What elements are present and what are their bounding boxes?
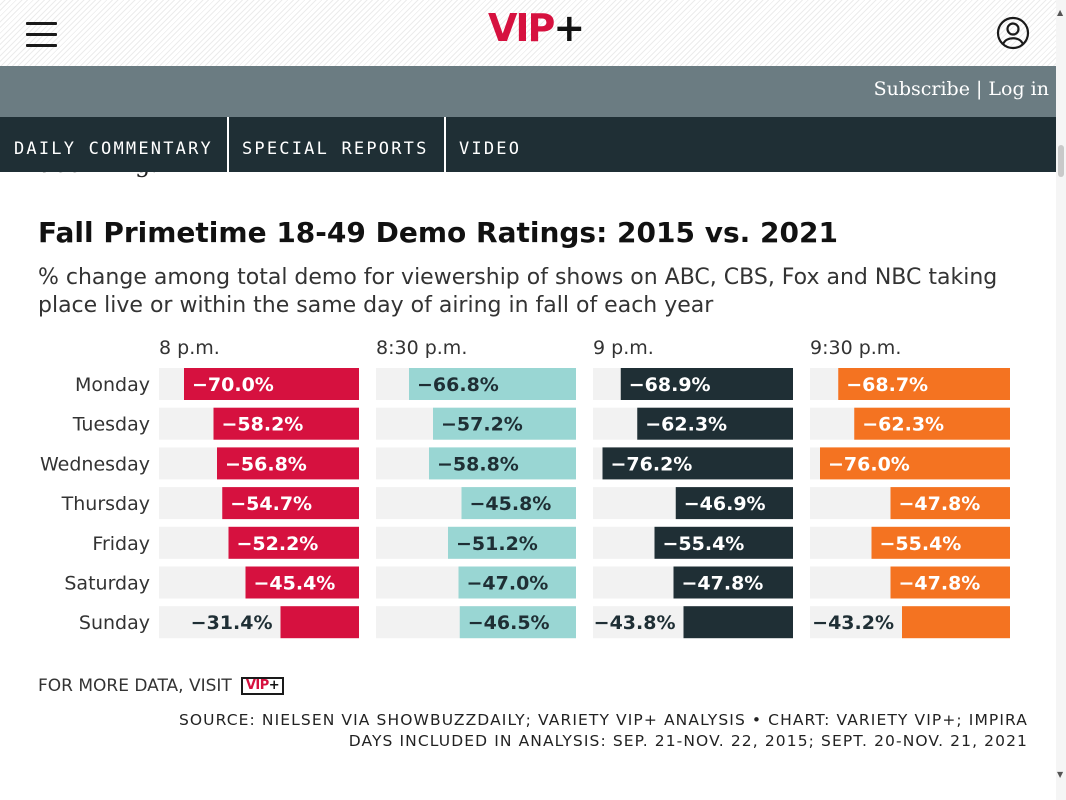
data-label: −45.4% [254, 573, 336, 595]
data-label: −56.8% [225, 453, 307, 475]
bar [654, 526, 793, 559]
bar [854, 407, 1010, 440]
bar [620, 368, 793, 400]
logo-text: VIP [488, 6, 555, 50]
row-label-wednesday: Wednesday [40, 453, 150, 475]
row-label-friday: Friday [92, 533, 150, 555]
row-label-tuesday: Tuesday [72, 414, 150, 436]
data-label: −45.8% [470, 493, 552, 515]
bar [673, 566, 793, 599]
vip-logo[interactable]: VIP+ [488, 6, 585, 50]
data-label: −31.4% [191, 612, 273, 634]
visit-text: FOR MORE DATA, VISIT [38, 676, 232, 696]
bar [461, 487, 576, 520]
data-label: −76.2% [611, 453, 693, 475]
nav-video[interactable]: VIDEO [459, 139, 522, 159]
nav-daily-commentary[interactable]: DAILY COMMENTARY [14, 139, 213, 159]
bar [871, 526, 1010, 559]
bar [280, 606, 359, 639]
row-label-monday: Monday [75, 374, 150, 396]
source-line-2: DAYS INCLUDED IN ANALYSIS: SEP. 21-NOV. … [348, 732, 1028, 750]
data-label: −43.2% [812, 612, 894, 634]
logo-plus: + [553, 6, 585, 50]
data-label: −55.4% [663, 533, 745, 555]
bar [458, 566, 576, 599]
page-scrollbar[interactable]: ▲ ▼ [1056, 0, 1066, 800]
bar [602, 447, 793, 480]
bar [429, 447, 576, 480]
nav-special-reports[interactable]: SPECIAL REPORTS [242, 139, 429, 159]
vip-badge-link[interactable]: VIP+ [240, 677, 285, 695]
data-label: −57.2% [441, 414, 523, 436]
chart-title: Fall Primetime 18-49 Demo Ratings: 2015 … [38, 216, 838, 249]
more-data-line: FOR MORE DATA, VISIT VIP+ [38, 676, 285, 696]
login-link[interactable]: Log in [988, 78, 1049, 100]
data-label: −46.9% [684, 493, 766, 515]
data-label: −47.8% [899, 573, 981, 595]
chart-subtitle: % change among total demo for viewership… [38, 265, 998, 318]
bar [228, 526, 359, 559]
subscribe-link[interactable]: Subscribe [873, 78, 970, 100]
bar [448, 526, 576, 559]
data-label: −46.5% [468, 612, 550, 634]
data-label: −62.3% [645, 414, 727, 436]
row-label-thursday: Thursday [61, 493, 150, 515]
data-label: −47.8% [682, 573, 764, 595]
badge-text: VIP [245, 678, 269, 693]
data-label: −76.0% [828, 453, 910, 475]
scroll-down-icon[interactable]: ▼ [1057, 770, 1064, 779]
bar [820, 447, 1010, 480]
user-icon[interactable] [996, 16, 1030, 50]
data-label: −58.8% [437, 453, 519, 475]
column-header: 8:30 p.m. [376, 337, 467, 359]
data-label: −55.4% [880, 533, 962, 555]
data-label: −58.2% [222, 414, 304, 436]
bar [245, 566, 359, 599]
data-label: −51.2% [456, 533, 538, 555]
column-header: 9 p.m. [593, 337, 654, 359]
bar [890, 487, 1010, 520]
source-line-1: SOURCE: NIELSEN VIA SHOWBUZZDAILY; VARIE… [178, 711, 1028, 729]
nav-divider [444, 117, 446, 172]
bar [838, 368, 1010, 400]
row-label-saturday: Saturday [64, 573, 150, 595]
hamburger-icon[interactable] [26, 20, 58, 48]
bar [902, 606, 1010, 639]
bar [459, 606, 576, 639]
account-bar: Subscribe | Log in [0, 66, 1056, 117]
section-nav: DAILY COMMENTARY SPECIAL REPORTS VIDEO [0, 117, 1056, 172]
chart-source: SOURCE: NIELSEN VIA SHOWBUZZDAILY; VARIE… [179, 710, 1028, 752]
bar [222, 487, 359, 520]
bar [409, 368, 576, 400]
data-label: −52.2% [237, 533, 319, 555]
bar [683, 606, 793, 639]
bar [213, 407, 359, 440]
link-divider: | [969, 78, 989, 100]
scroll-thumb[interactable] [1058, 145, 1064, 177]
column-header: 9:30 p.m. [810, 337, 901, 359]
data-label: −66.8% [417, 374, 499, 396]
bar [675, 487, 793, 520]
data-label: −47.0% [467, 573, 549, 595]
data-label: −68.7% [846, 374, 928, 396]
nav-divider [227, 117, 229, 172]
row-label-sunday: Sunday [79, 612, 150, 634]
data-label: −70.0% [192, 374, 274, 396]
data-label: −54.7% [230, 493, 312, 515]
bar [637, 407, 793, 440]
badge-plus: + [268, 678, 280, 693]
column-header: 8 p.m. [159, 337, 220, 359]
data-label: −68.9% [629, 374, 711, 396]
bar-chart: Monday Tuesday Wednesday Thursday Friday Satu… [40, 337, 1010, 639]
bar [433, 407, 576, 440]
bar [184, 368, 359, 400]
scroll-up-icon[interactable]: ▲ [1057, 8, 1064, 17]
data-label: −43.8% [594, 612, 676, 634]
account-links: Subscribe | Log in [874, 78, 1049, 100]
bar [217, 447, 359, 480]
site-header: VIP+ [0, 0, 1056, 66]
data-label: −47.8% [899, 493, 981, 515]
bar [890, 566, 1010, 599]
data-label: −62.3% [862, 414, 944, 436]
